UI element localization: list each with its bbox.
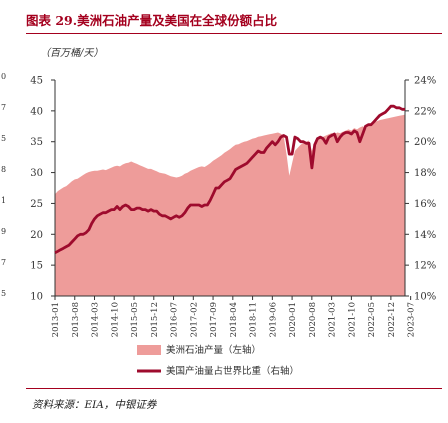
edge-digit: 9 [1,227,7,236]
right-tick-label: 20% [414,137,436,148]
x-tick-label: 2023-07 [407,302,417,337]
x-tick-label: 2014-10 [110,302,120,337]
left-tick-label: 10 [30,292,43,303]
right-tick-label: 16% [414,199,436,210]
x-tick-label: 2018-11 [249,302,259,337]
left-tick-label: 30 [30,168,43,179]
x-tick-label: 2021-10 [347,302,357,337]
x-tick-label: 2018-04 [229,302,239,337]
legend-swatch-area [137,345,161,355]
legend-label-area: 美洲石油产量（左轴） [166,344,261,356]
edge-digit: 0 [1,72,7,81]
x-tick-label: 2015-05 [130,302,140,337]
left-tick-label: 25 [30,199,43,210]
area-series-oil-production [55,114,405,296]
x-tick-label: 2013-01 [51,302,61,337]
source-rule [26,388,442,389]
x-tick-label: 2019-06 [268,302,278,337]
right-tick-label: 12% [414,261,436,272]
right-tick-label: 24% [414,76,436,87]
x-tick-label: 2022-05 [367,302,377,337]
x-tick-label: 2021-03 [328,302,338,337]
left-axis-unit: （百万桶/天） [40,48,104,59]
chart-canvas: 10 15 20 25 30 35 40 45 10% 12% 14% 16% 18% 20% 22% 24%… [30,76,436,378]
right-tick-label: 14% [414,230,436,241]
source-note: 资料来源：EIA，中银证券 [32,399,157,411]
chart-title: 图表 29.美洲石油产量及美国在全球份额占比 [26,13,278,28]
title-rule [26,33,442,34]
legend-label-line: 美国产油量占世界比重（右轴） [166,365,299,377]
x-tick-label: 2017-02 [189,302,199,337]
edge-digit: 7 [1,258,7,267]
left-tick-label: 45 [30,76,43,87]
right-tick-label: 10% [414,292,436,303]
left-tick-label: 15 [30,261,43,272]
left-tick-label: 40 [30,106,43,117]
left-tick-label: 35 [30,137,43,148]
x-tick-label: 2020-08 [308,302,318,337]
edge-digit: 1 [1,196,7,205]
right-tick-label: 22% [414,106,436,117]
x-tick-label: 2016-07 [170,302,180,337]
x-tick-label: 2014-03 [91,302,101,337]
line-series-us-share [54,104,405,255]
edge-digit: 7 [1,103,7,112]
right-tick-label: 18% [414,168,436,179]
edge-digit: 5 [1,134,7,143]
left-tick-label: 20 [30,230,43,241]
edge-digit: 5 [1,289,7,298]
x-tick-label: 2013-08 [71,302,81,337]
x-tick-label: 2020-01 [288,302,298,337]
x-tick-label: 2022-12 [387,302,397,337]
edge-digit: 8 [1,165,7,174]
x-tick-label: 2015-12 [150,302,160,337]
x-tick-label: 2017-09 [209,302,219,337]
